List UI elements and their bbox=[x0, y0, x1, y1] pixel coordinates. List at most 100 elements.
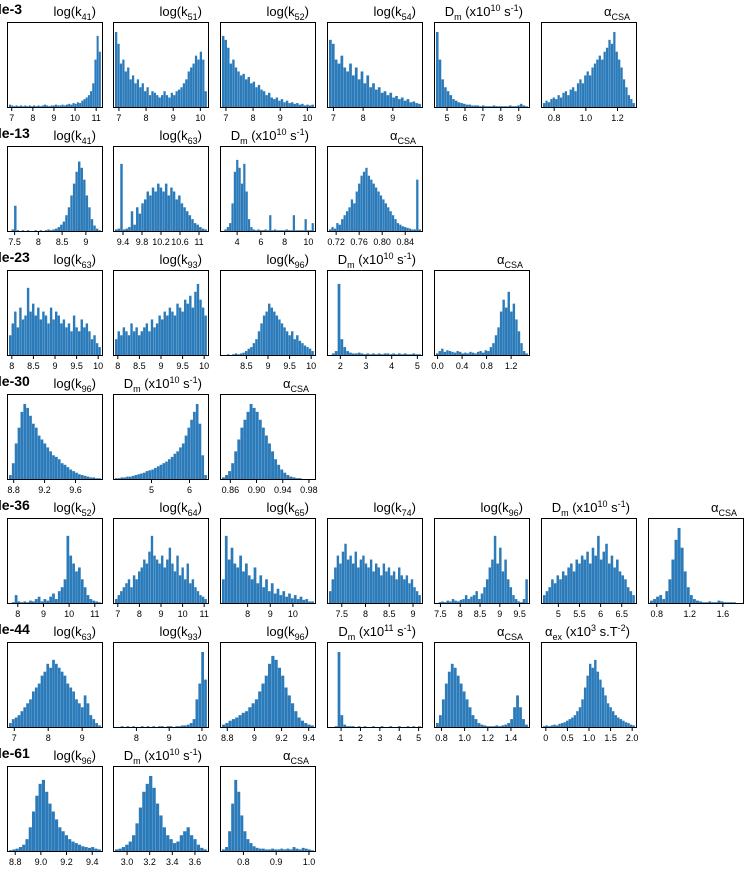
histogram-bar bbox=[20, 602, 24, 603]
histogram-bar bbox=[89, 477, 93, 479]
histogram-bar bbox=[273, 99, 276, 107]
histogram-panel: Dm (x1011 s-1) 1 2 3 4 5 bbox=[327, 623, 423, 743]
x-tick-label: 5.5 bbox=[573, 609, 586, 619]
histogram-bar bbox=[436, 353, 439, 355]
histogram-bar bbox=[344, 543, 347, 603]
histogram-bar bbox=[192, 63, 195, 107]
histogram-bar bbox=[398, 726, 401, 727]
histogram-bar bbox=[406, 227, 409, 231]
panel-title-part: -1 bbox=[404, 251, 412, 261]
histogram-bar bbox=[310, 725, 314, 727]
histogram-bar bbox=[446, 600, 449, 603]
histogram-bar bbox=[166, 835, 170, 851]
histogram-bar bbox=[57, 105, 60, 107]
histogram-bar bbox=[569, 89, 572, 107]
histogram-bar bbox=[349, 555, 352, 603]
histogram-bar bbox=[349, 726, 352, 727]
histogram-bar bbox=[59, 105, 62, 107]
histogram-bar bbox=[170, 92, 173, 107]
histogram-bar bbox=[262, 587, 265, 603]
histogram-bar bbox=[115, 31, 118, 108]
panel-title-part: 52 bbox=[82, 508, 92, 518]
histogram-bar bbox=[183, 831, 187, 851]
histogram-bar bbox=[14, 205, 17, 231]
histogram-bar bbox=[199, 51, 203, 107]
histogram-bar bbox=[20, 711, 24, 727]
histogram-panel: αCSA 0.72 0.76 0.80 0.84 bbox=[327, 128, 423, 247]
histogram-bar bbox=[550, 725, 554, 727]
histogram-bar bbox=[610, 43, 614, 107]
histogram-bar bbox=[122, 587, 126, 603]
histogram-bar bbox=[40, 675, 44, 727]
histogram-bar bbox=[492, 726, 496, 727]
histogram-bar bbox=[471, 105, 474, 107]
x-tick-label: 9.5 bbox=[70, 361, 83, 371]
x-tick-label: 10 bbox=[288, 609, 298, 619]
histogram-bar bbox=[55, 663, 58, 727]
x-tick-label: 9 bbox=[252, 733, 257, 743]
histogram-panel: αCSA 0.8 0.9 1.0 bbox=[220, 748, 316, 867]
histogram-bar bbox=[65, 327, 68, 355]
histogram-bar bbox=[369, 87, 372, 107]
histogram-bar bbox=[593, 63, 597, 107]
x-tick-label: 9.5 bbox=[283, 361, 296, 371]
histogram-bar bbox=[26, 407, 29, 479]
histogram-bar bbox=[447, 671, 451, 727]
x-tick-label: 7.5 bbox=[8, 237, 21, 247]
histogram-bar bbox=[227, 559, 231, 603]
panel-title-part: (x10 bbox=[141, 748, 170, 763]
histogram-bar bbox=[132, 575, 136, 603]
histogram-bar bbox=[202, 59, 205, 107]
histogram-bar bbox=[505, 307, 508, 355]
histogram-bar bbox=[720, 601, 724, 603]
panel-title-part: D bbox=[338, 252, 347, 267]
histogram-bar bbox=[9, 723, 12, 727]
x-tick-label: 9 bbox=[167, 733, 172, 743]
histogram-bar bbox=[262, 315, 266, 355]
histogram-bar bbox=[398, 353, 401, 355]
histogram-bar bbox=[246, 839, 250, 851]
histogram-bar bbox=[143, 559, 146, 603]
histogram-bar bbox=[480, 724, 484, 727]
histogram-bar bbox=[238, 167, 241, 231]
histogram-bar bbox=[86, 476, 90, 479]
histogram-bar bbox=[245, 191, 248, 231]
x-tick-label: 8 bbox=[15, 609, 20, 619]
histogram-bar bbox=[135, 823, 139, 851]
histogram-bar bbox=[337, 283, 341, 355]
histogram-bar bbox=[120, 335, 123, 355]
panel-title-part: 41 bbox=[82, 12, 92, 22]
panel-title-part: 10 bbox=[598, 499, 608, 509]
row-label: Ile-23 bbox=[0, 249, 30, 265]
x-tick-label: 0.94 bbox=[274, 485, 292, 495]
histogram-bar bbox=[139, 87, 142, 107]
x-tick-label: 8.5 bbox=[474, 609, 487, 619]
x-tick-label: 7 bbox=[115, 609, 120, 619]
histogram-bar bbox=[357, 567, 360, 603]
histogram-bar bbox=[586, 71, 589, 107]
histogram-bar bbox=[120, 163, 123, 231]
histogram-bar bbox=[301, 847, 305, 851]
histogram-bar bbox=[117, 43, 120, 107]
panel-title: log(k96) bbox=[480, 500, 523, 518]
histogram-bar bbox=[572, 571, 576, 603]
histogram-bar bbox=[138, 335, 141, 355]
panel-title-part: ) bbox=[198, 4, 202, 19]
histogram-bar bbox=[632, 595, 635, 603]
histogram-bar bbox=[311, 601, 314, 603]
panel-title: log(k54) bbox=[373, 4, 416, 22]
histogram-bar bbox=[75, 171, 78, 231]
histogram-bar bbox=[151, 91, 154, 107]
histogram-bar bbox=[234, 353, 238, 355]
histogram-bar bbox=[247, 76, 250, 107]
histogram-bar bbox=[291, 331, 294, 355]
histogram-bar bbox=[438, 715, 442, 727]
histogram-bar bbox=[43, 443, 47, 479]
histogram-bar bbox=[64, 835, 68, 851]
histogram-bar bbox=[190, 419, 193, 479]
histogram-bar bbox=[115, 599, 118, 603]
histogram-bar bbox=[662, 599, 666, 603]
histogram-bar bbox=[172, 191, 176, 231]
histogram-bar bbox=[83, 475, 87, 479]
panel-title-part: 93 bbox=[188, 632, 198, 642]
